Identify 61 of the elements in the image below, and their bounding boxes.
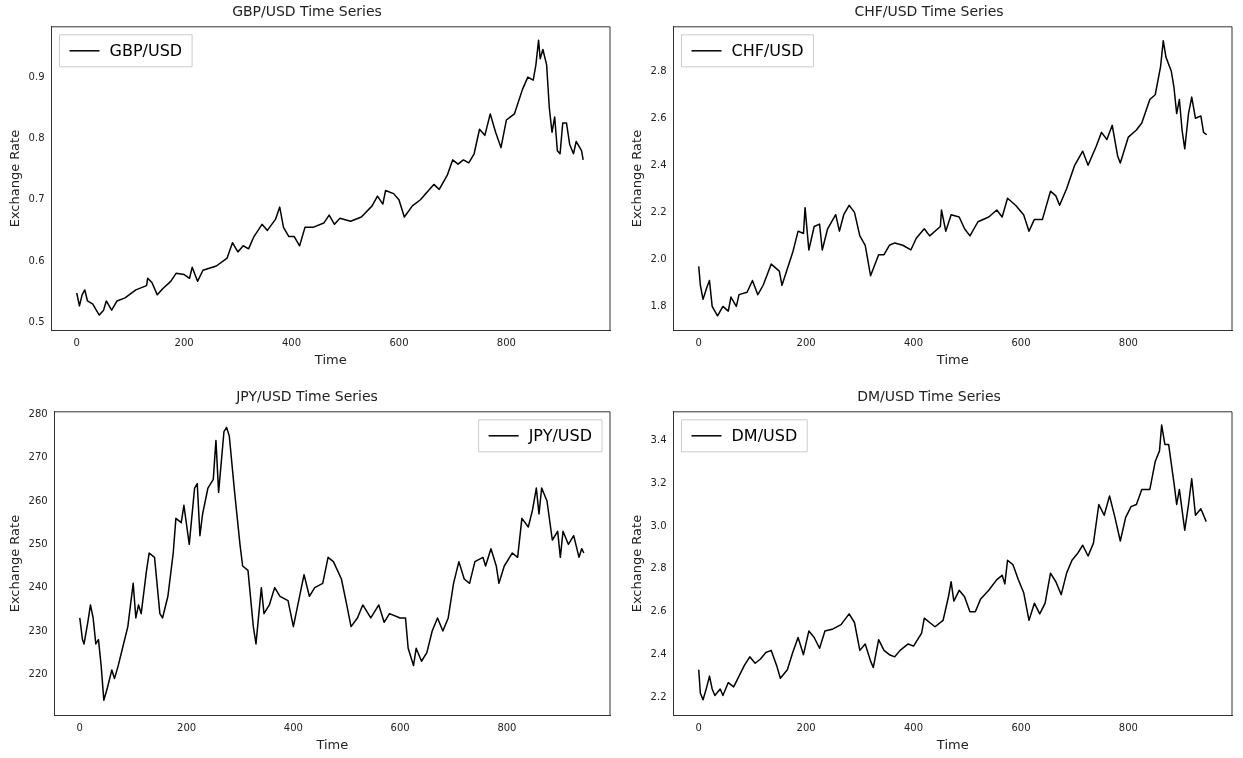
y-tick-label: 3.4 [650, 433, 667, 445]
chart-title: GBP/USD Time Series [232, 3, 382, 20]
y-tick-label: 2.8 [650, 64, 667, 76]
y-tick-label: 2.6 [650, 605, 667, 617]
x-tick-label: 0 [695, 721, 702, 733]
chart-title: JPY/USD Time Series [235, 388, 378, 405]
y-tick-label: 0.6 [28, 254, 45, 266]
y-tick-label: 0.5 [28, 316, 45, 328]
y-tick-label: 2.2 [650, 205, 667, 217]
x-tick-label: 800 [496, 336, 516, 348]
y-tick-label: 0.9 [28, 70, 45, 82]
y-tick-label: 2.4 [650, 648, 667, 660]
x-tick-label: 200 [174, 336, 194, 348]
x-tick-label: 200 [796, 336, 816, 348]
y-tick-label: 0.7 [28, 193, 45, 205]
x-tick-label: 800 [497, 721, 517, 733]
x-tick-label: 600 [390, 721, 410, 733]
y-axis-title: Exchange Rate [7, 514, 23, 613]
y-tick-label: 1.8 [650, 300, 667, 312]
y-tick-label: 220 [28, 667, 48, 679]
y-tick-label: 0.8 [28, 132, 45, 144]
y-tick-label: 2.4 [650, 158, 667, 170]
x-axis-title: Time [935, 736, 969, 752]
x-tick-label: 400 [904, 336, 924, 348]
y-tick-label: 250 [28, 537, 48, 549]
legend-label: DM/USD [731, 425, 798, 445]
x-axis-title: Time [313, 351, 347, 367]
y-axis-title: Exchange Rate [7, 129, 23, 228]
legend-label: JPY/USD [527, 425, 593, 445]
y-tick-label: 3.0 [650, 519, 667, 531]
y-tick-label: 3.2 [650, 476, 667, 488]
x-tick-label: 0 [695, 336, 702, 348]
y-tick-label: 260 [28, 494, 48, 506]
y-tick-label: 2.2 [650, 691, 667, 703]
y-tick-label: 240 [28, 581, 48, 593]
x-tick-label: 200 [177, 721, 197, 733]
x-axis-title: Time [315, 736, 349, 752]
legend-label: CHF/USD [731, 40, 804, 60]
y-tick-label: 2.0 [650, 252, 667, 264]
chart-title: CHF/USD Time Series [854, 3, 1004, 20]
chart-title: DM/USD Time Series [857, 388, 1001, 405]
y-tick-label: 280 [28, 407, 48, 419]
x-tick-label: 800 [1118, 336, 1138, 348]
y-tick-label: 230 [28, 624, 48, 636]
y-axis-title: Exchange Rate [629, 129, 645, 228]
x-tick-label: 400 [904, 721, 924, 733]
x-tick-label: 600 [1011, 336, 1031, 348]
x-tick-label: 600 [389, 336, 409, 348]
y-axis-title: Exchange Rate [629, 514, 645, 613]
legend-label: GBP/USD [109, 40, 183, 60]
x-tick-label: 600 [1011, 721, 1031, 733]
x-tick-label: 0 [73, 336, 80, 348]
y-tick-label: 270 [28, 451, 48, 463]
x-tick-label: 400 [283, 721, 303, 733]
x-tick-label: 400 [282, 336, 302, 348]
y-tick-label: 2.8 [650, 562, 667, 574]
x-tick-label: 0 [76, 721, 83, 733]
y-tick-label: 2.6 [650, 111, 667, 123]
x-axis-title: Time [935, 351, 969, 367]
x-tick-label: 800 [1118, 721, 1138, 733]
x-tick-label: 200 [796, 721, 816, 733]
